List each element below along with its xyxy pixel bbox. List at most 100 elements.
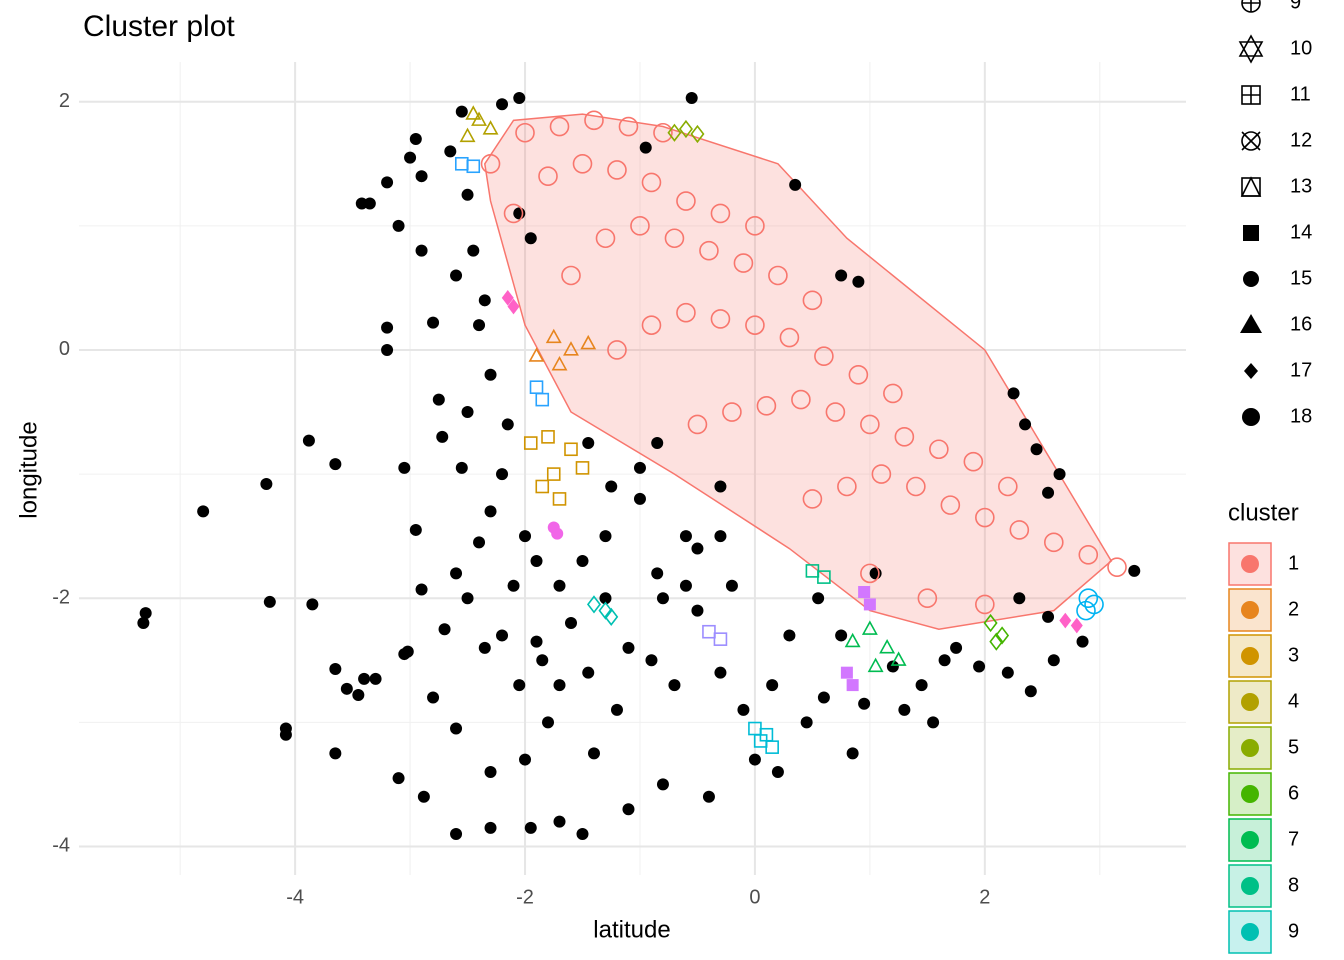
point xyxy=(450,722,463,735)
point xyxy=(998,476,1018,497)
legend-key-dot xyxy=(1241,601,1259,619)
point xyxy=(415,170,428,183)
point xyxy=(436,430,449,443)
series xyxy=(523,430,590,506)
point xyxy=(641,315,662,335)
point xyxy=(687,414,708,435)
point xyxy=(501,418,514,431)
series xyxy=(547,521,564,540)
point xyxy=(1019,418,1032,431)
point xyxy=(915,679,928,692)
point xyxy=(975,594,995,615)
legend-label: 9 xyxy=(1288,920,1299,942)
y-axis-label: longitude xyxy=(15,421,42,518)
point xyxy=(929,439,949,460)
point xyxy=(725,579,738,592)
point xyxy=(679,579,692,592)
point xyxy=(551,355,568,371)
point xyxy=(329,458,342,471)
point xyxy=(1128,564,1141,577)
legend-shape xyxy=(1241,131,1261,151)
legend-label: 8 xyxy=(1288,874,1299,896)
legend-shape xyxy=(1242,0,1260,12)
legend-key-dot xyxy=(1241,693,1259,711)
point xyxy=(484,821,497,834)
point xyxy=(610,703,623,716)
point xyxy=(450,567,463,580)
point xyxy=(860,563,880,584)
point xyxy=(484,505,497,518)
point xyxy=(580,334,597,350)
point xyxy=(963,451,984,472)
point xyxy=(329,662,342,675)
legend-label: 7 xyxy=(1288,828,1299,850)
shape-legend-label: 14 xyxy=(1290,221,1312,243)
point xyxy=(519,530,532,543)
point xyxy=(523,436,538,450)
point xyxy=(1070,617,1083,634)
point xyxy=(551,527,564,540)
point xyxy=(771,765,784,778)
point xyxy=(473,319,486,332)
point xyxy=(714,530,727,543)
point xyxy=(415,583,428,596)
point xyxy=(536,654,549,667)
series xyxy=(844,620,907,673)
shape-legend-label: 17 xyxy=(1290,359,1312,381)
point xyxy=(927,716,940,729)
shape-legend-item: 11 xyxy=(1241,83,1311,105)
point xyxy=(800,716,813,729)
point xyxy=(444,145,457,158)
cluster-hull xyxy=(483,113,1113,631)
point xyxy=(817,691,830,704)
point xyxy=(519,753,532,766)
legend-label: 2 xyxy=(1288,598,1299,620)
legend-shape xyxy=(1240,314,1262,333)
point xyxy=(676,302,696,323)
point xyxy=(651,567,664,580)
point xyxy=(756,396,777,416)
point xyxy=(461,406,474,419)
point xyxy=(835,269,848,282)
point xyxy=(713,632,728,646)
point xyxy=(639,141,652,154)
point xyxy=(812,592,825,605)
point xyxy=(306,598,319,611)
legend-shape xyxy=(1244,363,1258,379)
point xyxy=(664,228,685,249)
point xyxy=(564,442,578,457)
legend-item: 3 xyxy=(1228,634,1299,678)
point xyxy=(710,309,731,329)
point xyxy=(454,156,469,171)
series xyxy=(528,328,597,371)
point xyxy=(653,122,673,143)
point xyxy=(633,492,646,505)
point xyxy=(1044,532,1064,553)
point xyxy=(455,105,468,118)
point xyxy=(678,119,693,139)
point xyxy=(604,607,619,626)
point xyxy=(263,595,276,608)
point xyxy=(858,697,871,710)
point xyxy=(513,207,526,220)
shape-legend-label: 11 xyxy=(1290,83,1311,105)
point xyxy=(541,430,555,444)
point xyxy=(645,654,658,667)
point xyxy=(582,666,595,679)
point xyxy=(455,461,468,474)
point xyxy=(572,153,593,174)
legend-shape xyxy=(1242,408,1260,426)
point xyxy=(478,294,491,307)
point xyxy=(473,536,486,549)
series xyxy=(137,91,1141,841)
legend-key-dot xyxy=(1241,785,1259,803)
series xyxy=(702,624,728,646)
point xyxy=(1047,654,1060,667)
point xyxy=(861,620,878,635)
point xyxy=(848,364,869,385)
point xyxy=(860,414,880,435)
point xyxy=(950,641,963,654)
point xyxy=(561,265,581,286)
legend-key-dot xyxy=(1241,647,1259,665)
point xyxy=(852,275,865,288)
